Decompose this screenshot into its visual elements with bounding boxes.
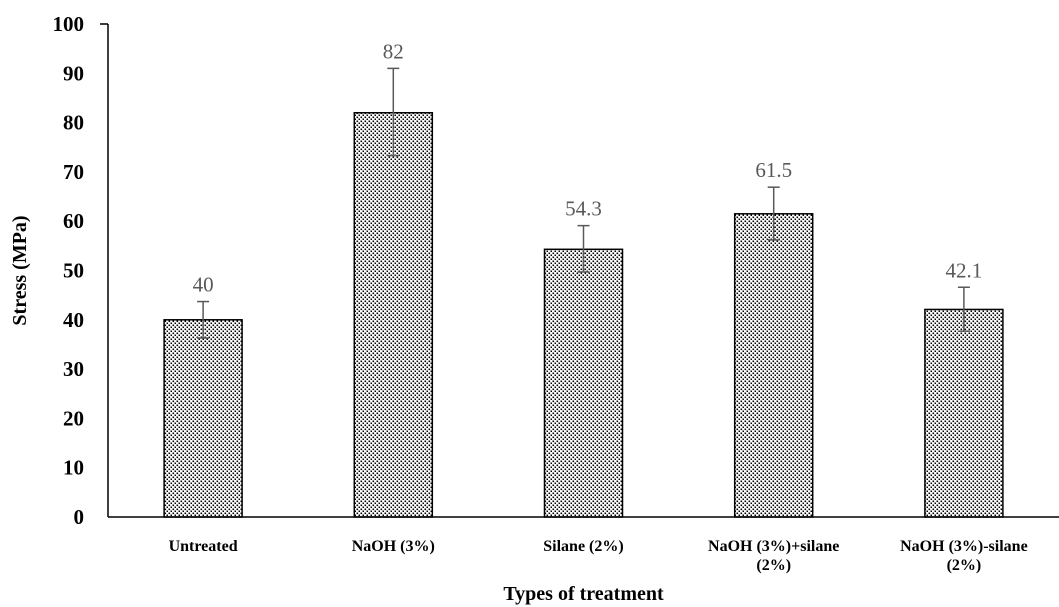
y-tick-label: 80 <box>63 111 84 135</box>
bar <box>353 111 434 518</box>
bar <box>163 319 243 518</box>
y-tick-label: 40 <box>63 308 84 332</box>
data-label: 54.3 <box>565 197 602 221</box>
bar <box>924 308 1004 518</box>
x-axis-ticks: Untreated NaOH (3%) Silane (2%) NaOH (3%)+s… <box>169 538 1028 574</box>
bar <box>733 213 814 518</box>
data-label: 82 <box>383 39 404 63</box>
error-bars <box>197 67 970 339</box>
error-bar <box>197 300 210 339</box>
x-tick-label: Silane (2%) <box>543 538 623 555</box>
y-tick-label: 60 <box>63 209 84 233</box>
x-tick-label: NaOH (3%)+silane (2%) <box>708 538 839 574</box>
error-bar <box>577 224 590 273</box>
y-tick-label: 30 <box>63 357 84 381</box>
error-bar <box>767 186 780 241</box>
bar <box>543 248 624 518</box>
axes <box>100 23 1059 518</box>
data-label: 61.5 <box>755 158 792 182</box>
x-tick-label: NaOH (3%) <box>352 538 435 555</box>
x-axis-title: Types of treatment <box>503 583 664 605</box>
data-labels: 40 82 54.3 61.5 42.1 <box>193 39 983 296</box>
data-label: 40 <box>193 273 214 297</box>
y-axis-title: Stress (MPa) <box>9 215 31 325</box>
y-tick-label: 20 <box>63 406 84 430</box>
x-tick-label: NaOH (3%)-silane (2%) <box>900 538 1028 574</box>
error-bar <box>387 67 400 157</box>
bars <box>163 111 1004 518</box>
y-tick-label: 90 <box>63 61 84 85</box>
data-label: 42.1 <box>946 258 983 282</box>
y-tick-label: 0 <box>74 505 85 529</box>
y-axis-ticks: 0 10 20 30 40 50 60 70 80 90 100 <box>53 12 85 529</box>
y-tick-label: 10 <box>63 456 84 480</box>
error-bar <box>957 286 970 332</box>
y-tick-label: 70 <box>63 160 84 184</box>
y-tick-label: 100 <box>53 12 85 36</box>
y-tick-label: 50 <box>63 259 84 283</box>
x-tick-label: Untreated <box>169 538 238 555</box>
